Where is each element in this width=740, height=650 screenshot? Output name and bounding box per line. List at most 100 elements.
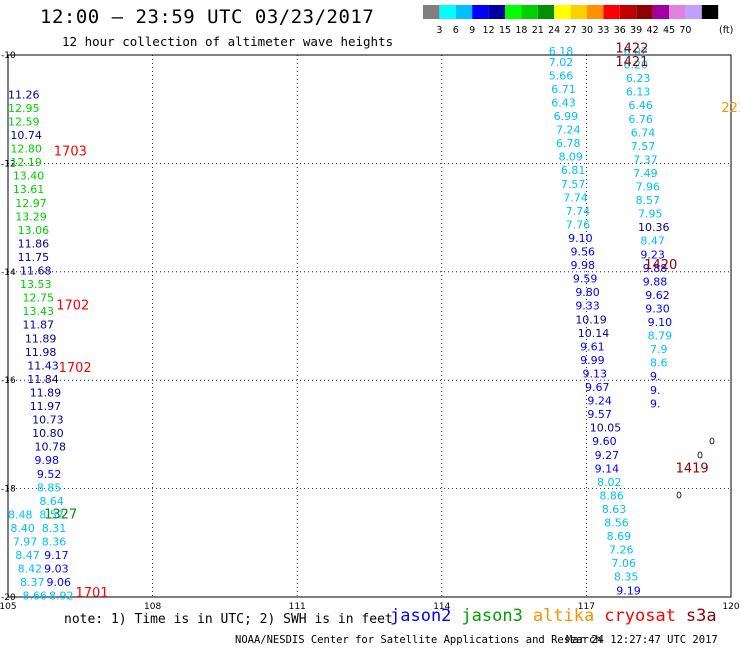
- colorbar-swatch: [521, 5, 538, 19]
- colorbar-swatch: [636, 5, 653, 19]
- swh-value: 12.19: [10, 156, 42, 169]
- swh-value: 6.18: [549, 45, 574, 58]
- swh-value: 8.6: [650, 357, 668, 370]
- swh-value: 8.66: [22, 590, 47, 603]
- x-tick-label: 111: [289, 602, 306, 612]
- swh-value: 10.19: [575, 313, 607, 326]
- colorbar-label: 42: [647, 25, 659, 36]
- colorbar-swatch: [423, 5, 440, 19]
- swh-value: 8.09: [558, 151, 583, 164]
- swh-value: 11.75: [18, 251, 50, 264]
- swh-value: 6.20: [624, 59, 649, 72]
- colorbar-swatch: [455, 5, 473, 19]
- pass-time-label: 1702: [59, 361, 92, 376]
- colorbar-swatch: [554, 5, 571, 19]
- swh-value: 10.14: [578, 327, 610, 340]
- swh-value: 8.57: [39, 508, 64, 521]
- swh-value: 12.95: [8, 102, 40, 115]
- swh-value: 9.88: [643, 262, 668, 275]
- colorbar-label: 9: [469, 25, 475, 36]
- swh-value: 8.92: [49, 590, 74, 603]
- colorbar-swatch: [603, 5, 620, 19]
- swh-value: 10.78: [35, 441, 66, 454]
- pass-time-label: 2213: [721, 101, 740, 116]
- y-tick-label: -16: [1, 376, 16, 386]
- swh-value: 10.80: [32, 427, 64, 440]
- colorbar-label: 36: [614, 25, 626, 36]
- legend-entry: jason2: [390, 606, 452, 626]
- swh-value: 9.: [650, 384, 661, 397]
- y-tick-label: -10: [1, 51, 16, 61]
- pass-time-label: 1701: [75, 586, 108, 601]
- swh-value: 9.27: [595, 449, 620, 462]
- swh-value: 8.79: [648, 330, 673, 343]
- swh-value: 9.14: [595, 462, 620, 475]
- x-tick-label: 120: [722, 602, 739, 612]
- swh-value: 8.47: [15, 549, 40, 562]
- swh-value: 13.43: [22, 305, 54, 318]
- swh-value: 7.06: [611, 557, 636, 570]
- swh-value: 9.13: [583, 367, 608, 380]
- swh-value: 11.86: [18, 237, 50, 250]
- colorbar-label: 21: [532, 25, 544, 36]
- swh-value: 8.36: [42, 536, 67, 549]
- island-outline: [676, 491, 682, 499]
- swh-value: 7.37: [633, 153, 658, 166]
- pass-time-label: 1419: [676, 461, 709, 476]
- swh-value: 9.80: [575, 286, 600, 299]
- colorbar-label: 70: [679, 25, 691, 36]
- swh-value: 9.17: [44, 549, 69, 562]
- swh-value: 9.: [650, 397, 661, 410]
- swh-value: 6.81: [561, 164, 586, 177]
- colorbar-label: 39: [630, 25, 642, 36]
- legend-entry: cryosat: [604, 606, 676, 626]
- swh-value: 10.73: [32, 414, 64, 427]
- colorbar-label: 24: [548, 25, 560, 36]
- pass-time-label: 1702: [56, 299, 89, 314]
- pass-time-label: 1421: [615, 55, 648, 70]
- colorbar-label: 30: [581, 25, 593, 36]
- swh-value: 6.23: [626, 72, 651, 85]
- swh-value: 10.74: [10, 129, 42, 142]
- legend-entry: jason3: [461, 606, 523, 626]
- swh-value: 9.52: [37, 468, 62, 481]
- swh-value: 13.61: [13, 183, 45, 196]
- swh-value: 11.89: [30, 386, 62, 399]
- x-tick-label: 108: [144, 602, 161, 612]
- colorbar-swatch: [488, 5, 505, 19]
- swh-value: 7.9: [650, 343, 668, 356]
- colorbar-label: 3: [436, 25, 442, 36]
- colorbar-label: 45: [663, 25, 675, 36]
- generated-timestamp: Mar 24 12:27:47 UTC 2017: [566, 634, 718, 646]
- swh-value: 8.86: [599, 489, 624, 502]
- swh-value: 7.96: [636, 181, 661, 194]
- swh-value: 7.24: [556, 124, 581, 137]
- colorbar-swatch: [685, 5, 702, 19]
- swh-value: 6.43: [551, 96, 576, 109]
- island-outline: [709, 437, 715, 445]
- swh-value: 11.98: [25, 346, 57, 359]
- x-tick-label: 114: [433, 602, 450, 612]
- swh-value: 9.24: [587, 395, 612, 408]
- swh-value: 7.95: [638, 208, 663, 221]
- island-outline: [697, 451, 703, 459]
- colorbar-swatch: [669, 5, 686, 19]
- legend-entry: s3a: [685, 606, 717, 626]
- swh-value: 9.98: [570, 259, 595, 272]
- swh-value: 12.80: [10, 143, 42, 156]
- swh-value: 9.30: [645, 302, 670, 315]
- swh-value: 9.33: [575, 300, 600, 313]
- swh-value: 7.57: [561, 178, 586, 191]
- swh-value: 8.85: [37, 481, 62, 494]
- colorbar-label: 15: [499, 25, 511, 36]
- swh-value: 7.26: [609, 544, 634, 557]
- colorbar-unit: (ft): [719, 25, 733, 36]
- swh-value: 8.48: [8, 508, 33, 521]
- swh-value: 8.64: [39, 495, 64, 508]
- swh-value: 9.62: [645, 289, 670, 302]
- swh-value: 7.57: [631, 140, 656, 153]
- swh-value: 8.35: [614, 571, 639, 584]
- page-title: 12:00 – 23:59 UTC 03/23/2017: [40, 6, 375, 28]
- swh-value: 8.40: [10, 522, 35, 535]
- swh-value: 11.87: [22, 319, 54, 332]
